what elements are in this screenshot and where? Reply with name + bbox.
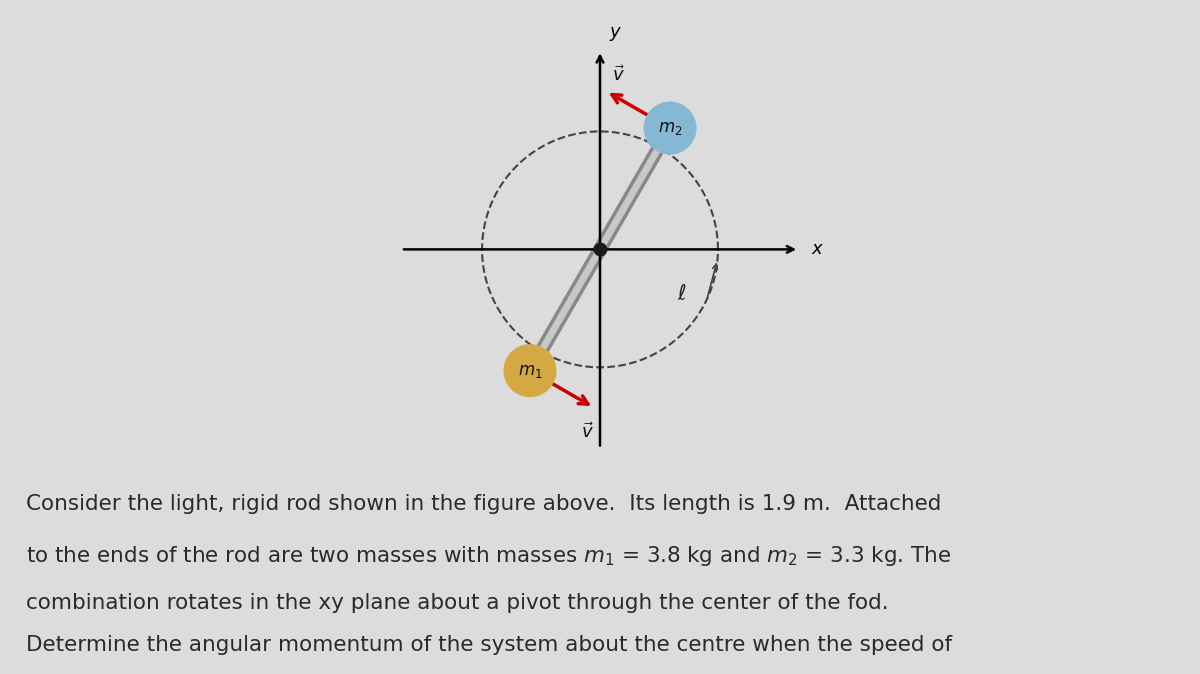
Circle shape bbox=[644, 102, 696, 154]
Text: $x$: $x$ bbox=[811, 241, 824, 258]
Text: $m_1$: $m_1$ bbox=[517, 362, 542, 379]
Text: $m_2$: $m_2$ bbox=[658, 119, 683, 137]
Text: to the ends of the rod are two masses with masses $m_1$ = 3.8 kg and $m_2$ = 3.3: to the ends of the rod are two masses wi… bbox=[26, 543, 952, 568]
Text: $\vec{v}$: $\vec{v}$ bbox=[582, 423, 594, 442]
Text: combination rotates in the xy plane about a pivot through the center of the fod.: combination rotates in the xy plane abou… bbox=[26, 592, 889, 613]
Text: Determine the angular momentum of the system about the centre when the speed of: Determine the angular momentum of the sy… bbox=[26, 634, 953, 654]
Circle shape bbox=[504, 345, 556, 396]
Text: $\ell$: $\ell$ bbox=[677, 284, 686, 303]
Text: $y$: $y$ bbox=[608, 25, 622, 43]
Text: Consider the light, rigid rod shown in the figure above.  Its length is 1.9 m.  : Consider the light, rigid rod shown in t… bbox=[26, 495, 942, 514]
Text: $\vec{v}$: $\vec{v}$ bbox=[612, 65, 625, 86]
